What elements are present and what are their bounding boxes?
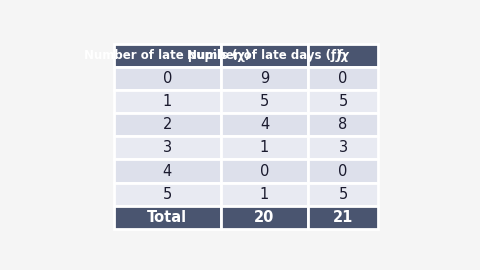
Bar (308, 67, 378, 90)
Text: 20: 20 (254, 210, 275, 225)
Text: 0: 0 (338, 164, 348, 178)
Bar (308, 160, 378, 183)
Text: 1: 1 (163, 94, 172, 109)
Text: 9: 9 (260, 71, 269, 86)
Bar (114, 136, 221, 160)
Text: 1: 1 (260, 140, 269, 156)
Text: 5: 5 (260, 94, 269, 109)
Text: 4: 4 (163, 164, 172, 178)
Bar (114, 206, 221, 229)
Text: 0: 0 (163, 71, 172, 86)
Bar (308, 206, 378, 229)
Text: 5: 5 (338, 187, 348, 202)
Bar (308, 183, 378, 206)
Bar (308, 90, 378, 113)
Bar (114, 113, 221, 136)
Bar (221, 113, 308, 136)
Text: 2: 2 (163, 117, 172, 132)
Text: ƒχ: ƒχ (336, 49, 349, 62)
Bar (114, 160, 221, 183)
Bar (114, 183, 221, 206)
Text: 3: 3 (163, 140, 172, 156)
Text: 4: 4 (260, 117, 269, 132)
Bar (308, 136, 378, 160)
Bar (221, 206, 308, 229)
Bar (221, 136, 308, 160)
Text: 3: 3 (338, 140, 348, 156)
Text: 21: 21 (333, 210, 353, 225)
Bar (221, 44, 308, 67)
Bar (114, 67, 221, 90)
Text: 8: 8 (338, 117, 348, 132)
Text: 0: 0 (260, 164, 269, 178)
Bar (221, 160, 308, 183)
Text: 0: 0 (338, 71, 348, 86)
Bar (308, 113, 378, 136)
Text: Number of late pupils (χ): Number of late pupils (χ) (84, 49, 251, 62)
Bar (221, 183, 308, 206)
Text: 5: 5 (163, 187, 172, 202)
Bar (221, 67, 308, 90)
Bar (221, 90, 308, 113)
Text: 1: 1 (260, 187, 269, 202)
Text: Total: Total (147, 210, 188, 225)
Bar (308, 44, 378, 67)
Text: 5: 5 (338, 94, 348, 109)
Text: Number of late days (ƒ): Number of late days (ƒ) (187, 49, 342, 62)
Bar (114, 90, 221, 113)
Bar (114, 44, 221, 67)
